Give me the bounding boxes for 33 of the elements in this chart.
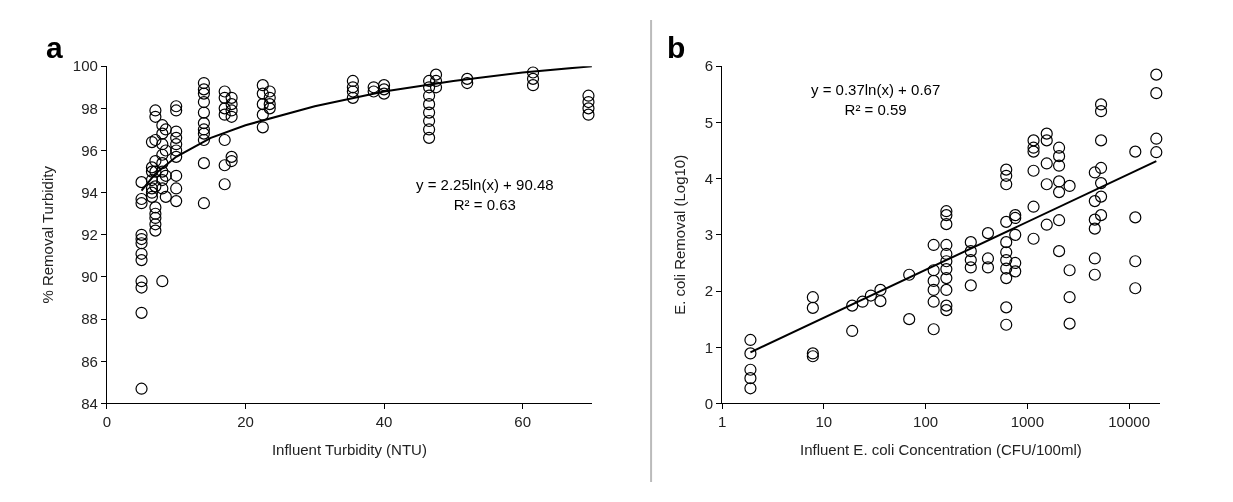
y-tick-label: 5 <box>704 113 714 131</box>
y-tick-label: 96 <box>81 141 98 159</box>
y-tick-label: 90 <box>81 268 98 286</box>
y-tick-label: 4 <box>704 169 714 187</box>
annotation: y = 2.25ln(x) + 90.48 R² = 0.63 <box>416 176 554 213</box>
y-tick-label: 3 <box>704 226 714 244</box>
y-tick-label: 92 <box>81 226 98 244</box>
x-tick-label: 1000 <box>1010 413 1045 431</box>
x-tick-label: 40 <box>375 413 393 431</box>
y-tick-label: 88 <box>81 310 98 328</box>
x-tick-label: 0 <box>102 413 112 431</box>
text: a <box>46 31 63 64</box>
x-tick-label: 100 <box>913 413 939 431</box>
y-tick-label: 0 <box>704 394 714 412</box>
y-tick-label: 84 <box>81 394 98 412</box>
x-tick-label: 1 <box>717 413 727 431</box>
y-axis-title: E. coli Removal (Log10) <box>670 154 688 315</box>
y-tick-label: 98 <box>81 99 98 117</box>
y-tick-label: 6 <box>704 57 714 75</box>
x-tick-label: 10 <box>815 413 833 431</box>
y-axis-title: % Removal Turbidity <box>39 165 57 304</box>
y-tick-label: 86 <box>81 352 98 370</box>
x-tick-label: 60 <box>514 413 531 431</box>
y-tick-label: 94 <box>81 183 98 201</box>
text: b <box>667 31 686 64</box>
x-axis-title: Influent E. coli Concentration (CFU/100ml) <box>800 441 1082 459</box>
y-tick-label: 1 <box>704 338 714 356</box>
y-tick-label: 2 <box>704 282 714 300</box>
x-tick-label: 10000 <box>1108 413 1150 431</box>
x-tick-label: 20 <box>237 413 254 431</box>
annotation: y = 0.37ln(x) + 0.67 R² = 0.59 <box>811 81 941 118</box>
x-axis-title: Influent Turbidity (NTU) <box>271 441 427 459</box>
y-tick-label: 100 <box>72 57 98 75</box>
